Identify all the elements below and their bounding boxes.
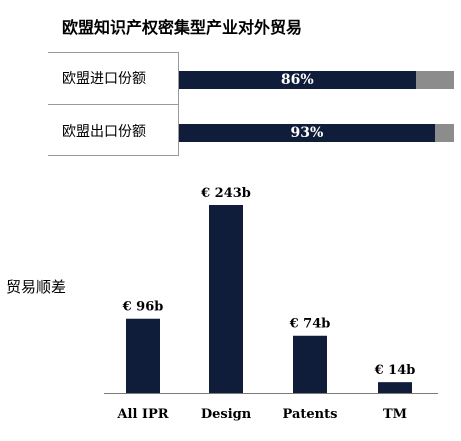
category-label-patents: Patents — [283, 407, 338, 422]
share-divider-bottom — [48, 155, 178, 156]
bar-all-ipr — [126, 318, 160, 393]
export-share-label: 欧盟出口份额 — [62, 124, 146, 140]
data-label-tm: € 14b — [374, 363, 416, 378]
import-share-bar: 86% — [179, 71, 454, 89]
trade-surplus-label: 贸易顺差 — [6, 278, 67, 296]
bar-design — [209, 205, 243, 393]
export-share-fill — [179, 124, 435, 142]
category-label-design: Design — [201, 407, 252, 422]
data-label-all-ipr: € 96b — [122, 300, 164, 315]
share-panel: 欧盟进口份额 86% 欧盟出口份额 93% — [48, 52, 454, 156]
chart-title: 欧盟知识产权密集型产业对外贸易 — [62, 18, 303, 37]
category-label-all-ipr: All IPR — [116, 407, 168, 422]
data-label-design: € 243b — [200, 186, 251, 201]
share-divider-top — [48, 52, 178, 53]
bar-patents — [293, 335, 327, 393]
category-label-tm: TM — [383, 407, 407, 422]
share-divider-vertical — [178, 52, 179, 156]
import-share-label: 欧盟进口份额 — [62, 71, 146, 87]
share-divider-middle — [48, 104, 178, 105]
data-label-patents: € 74b — [289, 317, 331, 332]
bar-tm — [378, 382, 412, 393]
import-share-value: 86% — [280, 72, 314, 88]
import-share-fill — [179, 71, 416, 89]
export-share-bar: 93% — [179, 124, 454, 142]
export-share-value: 93% — [290, 125, 324, 141]
